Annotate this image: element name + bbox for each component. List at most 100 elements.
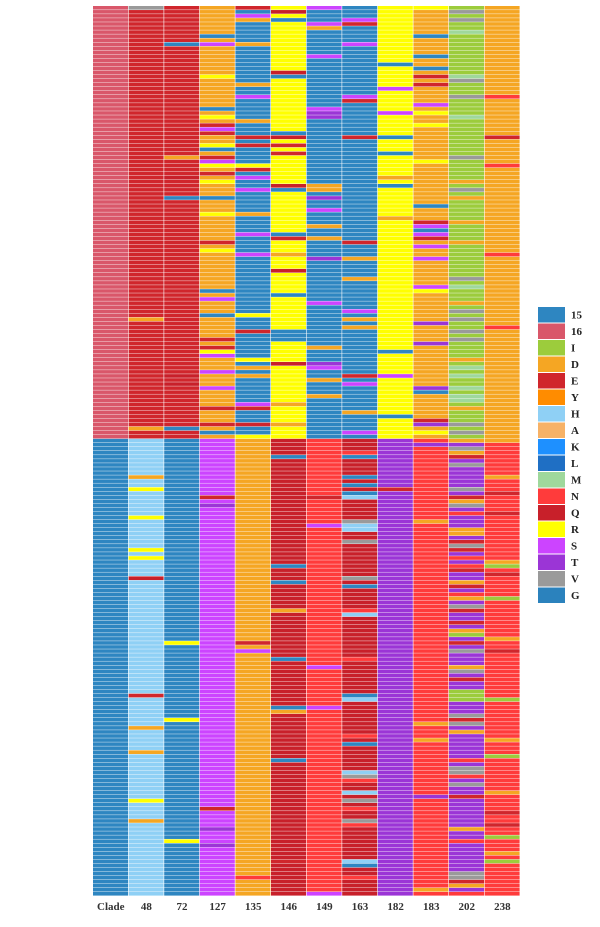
cell xyxy=(306,742,342,746)
cell xyxy=(93,366,128,370)
cell xyxy=(413,564,449,568)
cell xyxy=(199,434,235,439)
legend-swatch xyxy=(538,571,565,587)
cell xyxy=(413,240,449,245)
cell xyxy=(413,693,449,698)
cell xyxy=(93,459,128,463)
cell xyxy=(199,608,235,613)
cell xyxy=(271,859,306,864)
cell xyxy=(164,313,200,318)
cell xyxy=(377,807,413,811)
cell xyxy=(306,519,342,524)
cell xyxy=(449,151,484,156)
cell xyxy=(342,406,378,411)
cell xyxy=(449,535,484,540)
cell xyxy=(306,362,342,366)
cell xyxy=(413,673,449,678)
cell xyxy=(199,499,235,504)
cell xyxy=(235,196,271,200)
cell xyxy=(342,831,378,835)
cell xyxy=(484,847,520,852)
cell xyxy=(164,459,200,463)
cell xyxy=(93,750,128,754)
cell xyxy=(199,321,235,326)
cell xyxy=(413,139,449,144)
cell xyxy=(235,115,271,119)
cell xyxy=(235,689,271,694)
cell xyxy=(377,616,413,621)
cell xyxy=(199,455,235,459)
cell xyxy=(342,839,378,843)
cell xyxy=(199,175,235,180)
cell xyxy=(271,633,306,637)
cell xyxy=(93,244,128,249)
cell xyxy=(306,305,342,309)
cell xyxy=(377,641,413,645)
cell xyxy=(377,637,413,641)
cell xyxy=(93,616,128,621)
cell xyxy=(413,491,449,496)
cell xyxy=(93,151,128,156)
cell xyxy=(484,321,520,326)
cell xyxy=(93,451,128,455)
cell xyxy=(449,887,484,892)
cell xyxy=(128,843,164,848)
cell xyxy=(199,426,235,431)
cell xyxy=(377,839,413,843)
cell xyxy=(128,103,164,107)
cell xyxy=(413,357,449,362)
cell xyxy=(128,827,164,831)
cell xyxy=(199,843,235,848)
cell xyxy=(306,127,342,131)
cell xyxy=(93,867,128,872)
cell xyxy=(377,390,413,394)
cell xyxy=(164,321,200,326)
cell xyxy=(164,584,200,589)
cell xyxy=(413,86,449,91)
cell xyxy=(199,665,235,670)
cell xyxy=(413,544,449,548)
cell xyxy=(128,774,164,779)
cell xyxy=(413,815,449,819)
cell xyxy=(128,604,164,609)
cell xyxy=(342,135,378,140)
cell xyxy=(199,669,235,674)
cell xyxy=(199,519,235,524)
cell xyxy=(413,823,449,827)
cell xyxy=(449,734,484,738)
legend-entry-Q: Q xyxy=(538,505,580,521)
cell xyxy=(484,726,520,730)
cell xyxy=(93,604,128,609)
cell xyxy=(449,297,484,301)
cell xyxy=(128,321,164,326)
cell xyxy=(413,248,449,253)
cell xyxy=(235,78,271,83)
cell xyxy=(306,523,342,528)
cell xyxy=(342,268,378,273)
cell xyxy=(413,10,449,14)
legend-label: Y xyxy=(571,392,579,404)
cell xyxy=(164,855,200,860)
cell xyxy=(342,722,378,726)
cell xyxy=(164,479,200,483)
cell xyxy=(164,151,200,156)
cell xyxy=(164,503,200,508)
cell xyxy=(413,451,449,455)
cell xyxy=(235,260,271,265)
cell xyxy=(377,774,413,779)
cell xyxy=(306,608,342,613)
cell xyxy=(164,758,200,763)
cell xyxy=(164,596,200,601)
cell xyxy=(93,608,128,613)
cell xyxy=(306,159,342,164)
legend-swatch xyxy=(538,307,565,323)
cell xyxy=(306,398,342,403)
cell xyxy=(164,38,200,42)
cell xyxy=(342,677,378,682)
cell xyxy=(164,329,200,334)
cell xyxy=(413,422,449,427)
cell xyxy=(164,766,200,771)
cell xyxy=(199,285,235,289)
cell xyxy=(377,766,413,771)
cell xyxy=(449,349,484,354)
